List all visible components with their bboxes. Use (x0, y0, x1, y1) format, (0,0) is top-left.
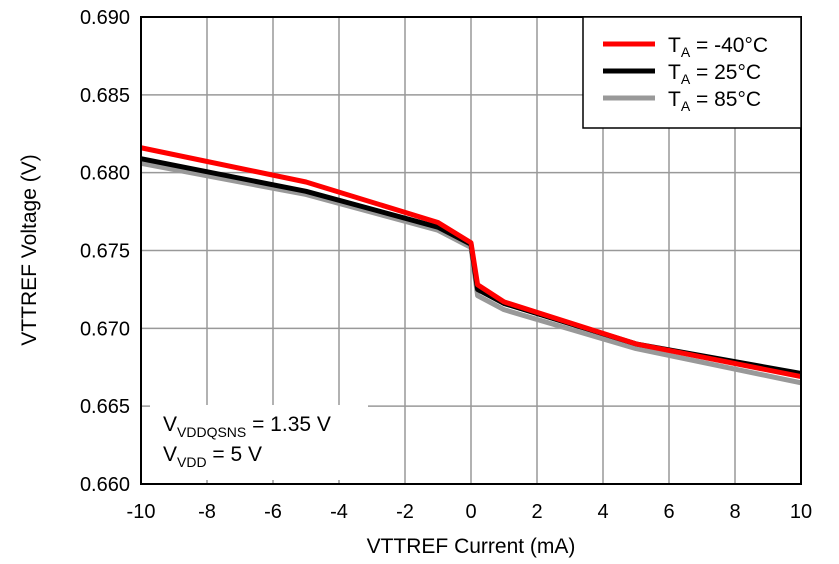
x-axis-label: VTTREF Current (mA) (367, 535, 576, 558)
plot-frame (140, 16, 802, 485)
y-tick-label: 0.675 (80, 241, 130, 263)
x-tick-label: 2 (531, 501, 542, 523)
x-tick-label: 8 (729, 501, 740, 523)
x-tick-label: 10 (790, 501, 812, 523)
x-tick-label: 0 (465, 501, 476, 523)
x-tick-label: 4 (597, 501, 608, 523)
legend-label: TA = -40°C (668, 34, 768, 60)
y-axis-label: VTTREF Voltage (V) (18, 154, 41, 345)
y-tick-label: 0.685 (80, 85, 130, 107)
annotation-text: VVDDQSNS = 1.35 V (163, 413, 331, 440)
tick-labels: -10 -8 -6 -4 -2 0 2 4 6 8 10 0.660 0.665 0.670 0.675 0.… (80, 7, 812, 523)
y-tick-label: 0.665 (80, 396, 130, 418)
x-tick-label: -6 (264, 501, 282, 523)
x-tick-label: -8 (198, 501, 216, 523)
y-tick-label: 0.680 (80, 163, 130, 185)
annotation-box: VVDDQSNS = 1.35 V VVDD = 5 V (150, 405, 368, 480)
series-lines (140, 145, 802, 386)
legend: TA = -40°CTA = 25°CTA = 85°C (582, 16, 802, 129)
y-tick-label: 0.660 (80, 474, 130, 496)
annotation-text: VVDD = 5 V (163, 443, 262, 470)
x-tick-label: 6 (663, 501, 674, 523)
legend-label: TA = 25°C (668, 61, 761, 87)
series-line (140, 145, 802, 380)
x-tick-label: -4 (330, 501, 348, 523)
y-tick-label: 0.670 (80, 318, 130, 340)
x-tick-label: -2 (396, 501, 414, 523)
legend-label: TA = 85°C (668, 88, 761, 114)
y-tick-label: 0.690 (80, 7, 130, 29)
x-tick-label: -10 (127, 501, 156, 523)
